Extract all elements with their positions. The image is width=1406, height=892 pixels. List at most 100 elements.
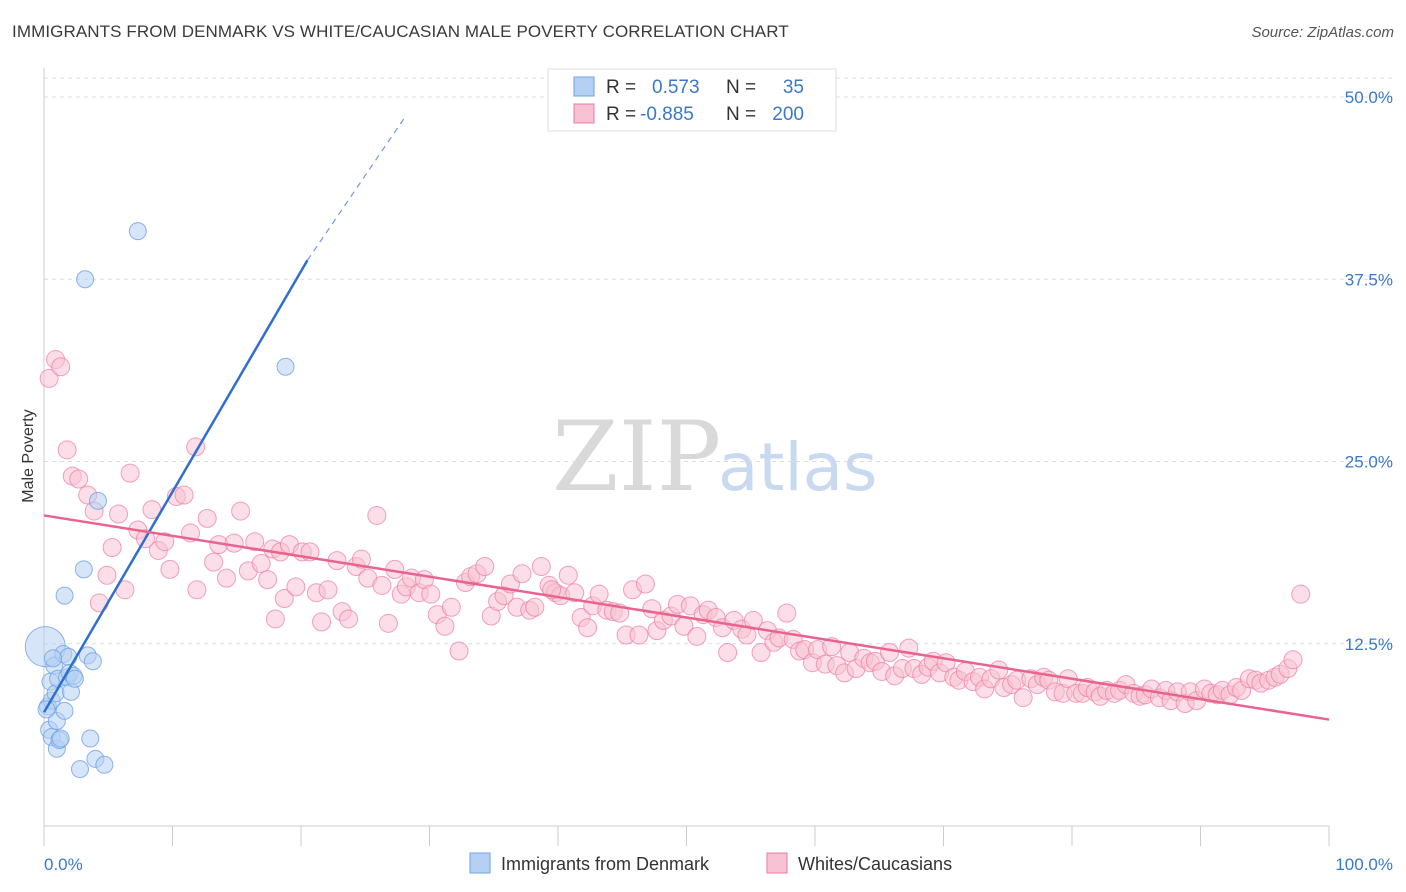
legend-r-label-1: R = [606, 77, 636, 98]
source-label: Source: ZipAtlas.com [1251, 24, 1394, 41]
y-tick-label: 25.0% [1345, 453, 1393, 472]
data-point-denmark [59, 647, 78, 666]
data-point-whites [512, 564, 532, 584]
data-point-whites [174, 485, 194, 505]
y-tick-label: 37.5% [1345, 270, 1393, 289]
watermark: ZIP atlas [552, 401, 878, 513]
data-point-whites [372, 575, 392, 595]
legend-r-value-1: 0.573 [652, 77, 700, 98]
data-point-whites [39, 368, 59, 388]
data-point-whites [435, 616, 455, 636]
data-point-whites [160, 559, 180, 579]
bottom-legend: Immigrants from Denmark Whites/Caucasian… [469, 852, 952, 874]
legend-n-label-1: N = [726, 77, 756, 98]
data-point-whites [751, 642, 771, 662]
data-point-whites [777, 603, 797, 623]
data-point-denmark [95, 755, 114, 774]
legend-n-value-2: 200 [772, 104, 804, 125]
x-tick-min: 0.0% [44, 855, 83, 874]
data-point-whites [197, 508, 217, 528]
data-point-whites [558, 565, 578, 585]
data-point-whites [565, 583, 585, 603]
data-point-whites [718, 642, 738, 662]
data-point-whites [475, 556, 495, 576]
legend-box: R = 0.573 N = 35 R = -0.885 N = 200 [547, 68, 837, 132]
data-point-whites [1283, 650, 1303, 670]
axes [43, 68, 1330, 846]
data-point-whites [204, 552, 224, 572]
data-point-denmark [43, 649, 62, 668]
data-point-whites [251, 554, 271, 574]
data-point-whites [589, 584, 609, 604]
data-point-whites [216, 568, 236, 588]
legend-swatch-whites [573, 103, 595, 124]
data-point-whites [1013, 688, 1033, 708]
data-point-whites [441, 597, 461, 617]
watermark-atlas: atlas [718, 429, 878, 506]
data-point-whites [629, 625, 649, 645]
data-point-whites [339, 609, 359, 629]
legend-n-label-2: N = [726, 104, 756, 125]
data-point-whites [274, 589, 294, 609]
data-point-whites [187, 580, 207, 600]
data-point-whites [318, 580, 338, 600]
trend-line-denmark-extension [306, 118, 405, 261]
data-point-whites [635, 574, 655, 594]
data-point-whites [378, 613, 398, 633]
legend-n-value-1: 35 [783, 77, 804, 98]
watermark-zip: ZIP [552, 401, 721, 513]
bottom-legend-denmark: Immigrants from Denmark [501, 854, 710, 874]
trend-line-denmark [42, 259, 309, 713]
data-point-whites [687, 626, 707, 646]
y-tick-labels: 12.5% 25.0% 37.5% 50.0% [1345, 88, 1393, 654]
data-point-denmark [65, 669, 84, 688]
data-point-whites [525, 597, 545, 617]
data-point-whites [231, 501, 251, 521]
data-point-denmark [76, 270, 95, 289]
data-point-whites [97, 565, 117, 585]
data-point-denmark [276, 357, 295, 376]
data-point-whites [578, 618, 598, 638]
data-point-denmark [55, 586, 74, 605]
gridlines [44, 77, 1393, 645]
series-whites-points [39, 349, 1311, 714]
data-point-whites [743, 610, 763, 630]
trend-lines [42, 118, 1330, 721]
data-point-whites [51, 357, 71, 377]
chart-title: IMMIGRANTS FROM DENMARK VS WHITE/CAUCASI… [12, 22, 789, 41]
x-tick-max: 100.0% [1335, 855, 1393, 874]
trend-line-whites [43, 514, 1330, 721]
data-point-whites [89, 593, 109, 613]
data-point-whites [351, 549, 371, 569]
data-point-whites [1291, 584, 1311, 604]
data-point-whites [421, 584, 441, 604]
data-point-whites [69, 469, 89, 489]
data-point-denmark [74, 560, 93, 579]
y-tick-label: 12.5% [1345, 635, 1393, 654]
legend-r-value-2: -0.885 [640, 104, 694, 125]
data-point-whites [245, 532, 265, 552]
data-point-whites [57, 440, 77, 460]
data-point-whites [989, 660, 1009, 680]
data-point-whites [449, 641, 469, 661]
data-point-whites [367, 505, 387, 525]
data-point-denmark [81, 729, 100, 748]
data-point-whites [312, 612, 332, 632]
legend-r-label-2: R = [606, 104, 636, 125]
bottom-legend-whites: Whites/Caucasians [798, 854, 952, 874]
data-point-denmark [51, 729, 70, 748]
data-point-denmark [55, 701, 74, 720]
data-point-whites [531, 556, 551, 576]
data-point-whites [880, 642, 900, 662]
data-point-denmark [70, 760, 89, 779]
y-tick-label: 50.0% [1345, 88, 1393, 107]
data-point-whites [224, 533, 244, 553]
data-point-denmark [128, 222, 147, 241]
legend-swatch-denmark [573, 76, 595, 97]
bottom-legend-swatch-whites [766, 852, 788, 874]
bottom-legend-swatch-denmark [469, 852, 491, 874]
data-point-whites [102, 538, 122, 558]
data-point-whites [258, 570, 278, 590]
data-point-denmark [88, 491, 107, 510]
